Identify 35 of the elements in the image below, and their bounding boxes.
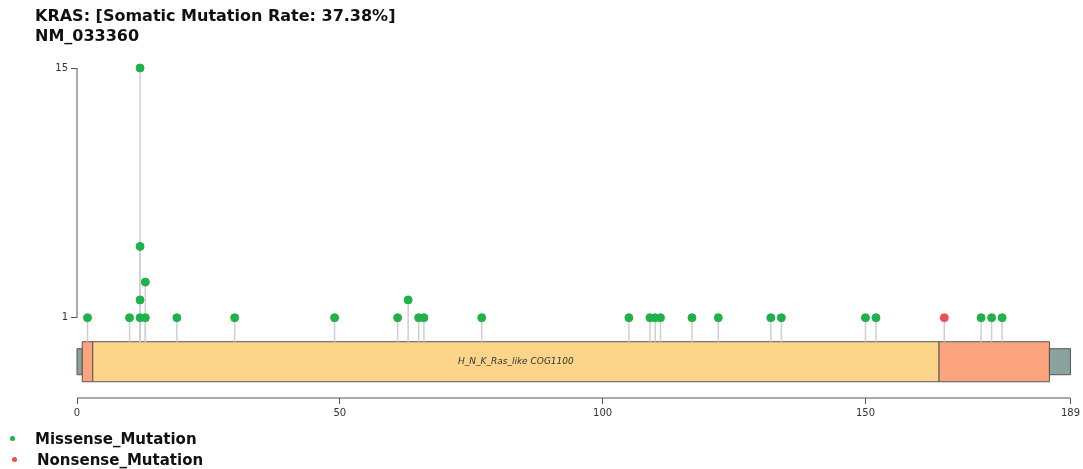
legend-label: Nonsense_Mutation: [36, 449, 204, 469]
point: [330, 313, 340, 323]
point: [860, 313, 870, 323]
point: [987, 313, 997, 323]
point: [477, 313, 487, 323]
point: [230, 313, 240, 323]
y-tick-label: 1: [61, 311, 68, 323]
point: [766, 313, 776, 323]
x-tick-label: 189: [1060, 406, 1080, 418]
point: [713, 313, 723, 323]
point: [135, 241, 145, 251]
x-tick-label: 50: [333, 406, 347, 418]
point: [776, 313, 786, 323]
point: [976, 313, 986, 323]
band-label: H_N_K_Ras_like COG1100: [458, 356, 575, 367]
point: [135, 295, 145, 305]
point: [83, 313, 93, 323]
point: [997, 313, 1007, 323]
point: [624, 313, 634, 323]
point: [403, 295, 413, 305]
x-tick-label: 100: [593, 406, 613, 418]
point: [393, 313, 403, 323]
y-tick-label: 15: [55, 61, 68, 73]
point: [172, 313, 182, 323]
point: [135, 63, 145, 73]
chart-subtitle: NM_033360: [35, 26, 140, 45]
x-tick-label: 0: [73, 406, 81, 418]
point: [871, 313, 881, 323]
legend-label: Missense_Mutation: [34, 428, 198, 449]
point: [687, 313, 697, 323]
x-tick-label: 150: [855, 406, 875, 418]
point: [140, 277, 150, 287]
chart-title: KRAS: [Somatic Mutation Rate: 37.38%]: [35, 6, 396, 25]
point: [939, 313, 949, 323]
point: [125, 313, 135, 323]
